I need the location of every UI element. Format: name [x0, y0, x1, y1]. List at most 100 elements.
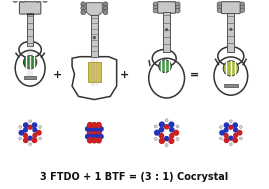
Circle shape — [96, 123, 101, 128]
Circle shape — [43, 0, 48, 2]
Circle shape — [175, 8, 180, 13]
Circle shape — [233, 138, 238, 143]
Circle shape — [165, 125, 169, 129]
Circle shape — [99, 134, 103, 139]
Circle shape — [239, 137, 242, 140]
Circle shape — [240, 5, 245, 10]
Circle shape — [238, 131, 242, 135]
Circle shape — [169, 139, 174, 143]
Circle shape — [81, 10, 86, 15]
Circle shape — [165, 137, 169, 141]
Circle shape — [39, 126, 41, 128]
Circle shape — [229, 125, 233, 129]
Circle shape — [86, 127, 90, 131]
Circle shape — [94, 134, 99, 139]
Text: +: + — [120, 70, 129, 80]
Circle shape — [153, 5, 158, 10]
Circle shape — [217, 2, 222, 6]
Circle shape — [24, 138, 28, 143]
FancyBboxPatch shape — [221, 2, 240, 14]
Circle shape — [103, 2, 108, 7]
Circle shape — [92, 123, 97, 128]
Circle shape — [240, 2, 245, 6]
Circle shape — [153, 8, 158, 13]
Circle shape — [220, 131, 224, 135]
FancyBboxPatch shape — [163, 12, 170, 52]
Circle shape — [220, 126, 222, 128]
Circle shape — [174, 130, 179, 135]
Circle shape — [220, 137, 222, 140]
Circle shape — [90, 134, 94, 139]
Circle shape — [35, 0, 40, 2]
Circle shape — [160, 139, 164, 143]
Circle shape — [87, 130, 93, 135]
Circle shape — [159, 134, 164, 138]
Circle shape — [217, 8, 222, 13]
Circle shape — [28, 136, 32, 140]
Circle shape — [13, 0, 18, 2]
Circle shape — [234, 134, 238, 137]
Text: =: = — [190, 70, 199, 80]
Circle shape — [176, 137, 179, 140]
Circle shape — [20, 0, 25, 2]
FancyBboxPatch shape — [19, 2, 41, 14]
FancyBboxPatch shape — [91, 15, 98, 57]
Circle shape — [103, 10, 108, 15]
Circle shape — [159, 60, 171, 73]
FancyBboxPatch shape — [27, 13, 33, 46]
Circle shape — [240, 8, 245, 13]
Circle shape — [92, 138, 97, 143]
Circle shape — [160, 122, 164, 127]
Circle shape — [224, 138, 229, 143]
FancyBboxPatch shape — [224, 84, 238, 87]
Circle shape — [229, 143, 232, 146]
Circle shape — [223, 61, 239, 76]
FancyBboxPatch shape — [24, 76, 36, 79]
Circle shape — [96, 138, 101, 143]
Circle shape — [170, 134, 174, 138]
Circle shape — [32, 123, 37, 127]
Circle shape — [175, 2, 180, 7]
Circle shape — [81, 2, 86, 7]
Circle shape — [32, 138, 37, 143]
Circle shape — [87, 138, 93, 143]
Circle shape — [37, 131, 41, 135]
Circle shape — [33, 128, 37, 132]
Circle shape — [92, 130, 97, 135]
Text: 3 FTDO + 1 BTF = (3 : 1) Cocrystal: 3 FTDO + 1 BTF = (3 : 1) Cocrystal — [40, 172, 229, 182]
Circle shape — [23, 128, 27, 132]
Circle shape — [153, 2, 158, 7]
Circle shape — [154, 137, 157, 140]
Circle shape — [229, 136, 233, 140]
Circle shape — [19, 126, 22, 128]
Circle shape — [33, 134, 37, 137]
FancyBboxPatch shape — [158, 2, 176, 13]
Circle shape — [39, 137, 41, 140]
Circle shape — [29, 120, 31, 123]
Circle shape — [99, 127, 103, 131]
Circle shape — [96, 130, 101, 135]
Circle shape — [23, 56, 37, 69]
Polygon shape — [88, 62, 101, 82]
Circle shape — [159, 128, 164, 132]
Circle shape — [176, 125, 179, 128]
Circle shape — [239, 126, 242, 128]
Circle shape — [234, 128, 238, 132]
Circle shape — [170, 128, 174, 132]
Circle shape — [154, 125, 157, 128]
Circle shape — [29, 143, 31, 146]
Circle shape — [229, 120, 232, 123]
Circle shape — [94, 127, 99, 131]
FancyBboxPatch shape — [227, 13, 234, 52]
Circle shape — [169, 122, 174, 127]
Circle shape — [87, 123, 93, 128]
Circle shape — [217, 5, 222, 10]
Circle shape — [19, 131, 24, 135]
Polygon shape — [86, 3, 102, 15]
Circle shape — [175, 5, 180, 10]
Circle shape — [86, 134, 90, 139]
Circle shape — [103, 6, 108, 11]
Circle shape — [81, 6, 86, 11]
Circle shape — [224, 123, 229, 127]
Circle shape — [19, 137, 22, 140]
